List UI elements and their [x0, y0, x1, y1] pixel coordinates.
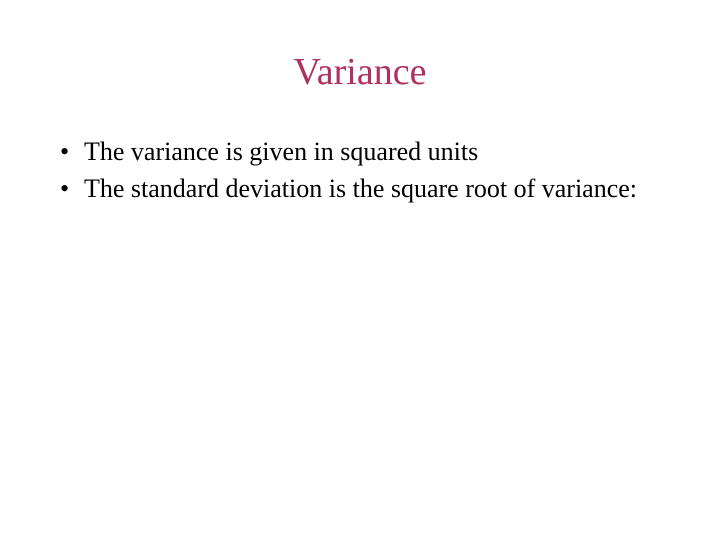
slide-title: Variance — [40, 50, 680, 94]
bullet-item: The standard deviation is the square roo… — [60, 171, 680, 206]
bullet-list: The variance is given in squared units T… — [40, 134, 680, 206]
bullet-item: The variance is given in squared units — [60, 134, 680, 169]
slide: Variance The variance is given in square… — [0, 0, 720, 540]
bullet-text: The variance is given in squared units — [84, 137, 478, 166]
bullet-text: The standard deviation is the square roo… — [84, 174, 637, 203]
